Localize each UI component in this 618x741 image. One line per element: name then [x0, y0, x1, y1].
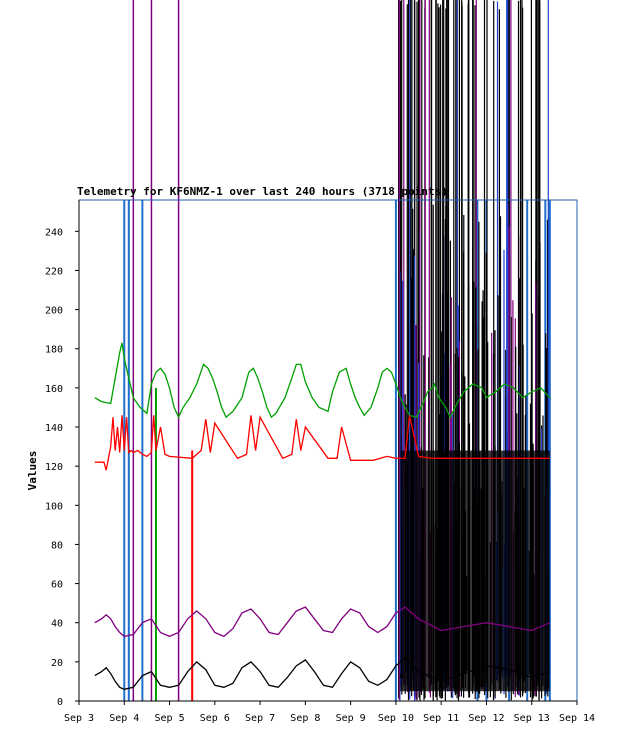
noise-fill [400, 450, 550, 692]
y-tick-label: 120 [45, 462, 63, 473]
chart-title: Telemetry for KF6NMZ-1 over last 240 hou… [77, 185, 448, 198]
x-tick-label: Sep 10 [378, 713, 414, 724]
x-tick-label: Sep 12 [468, 713, 504, 724]
series-line [94, 342, 551, 419]
x-tick-label: Sep 6 [200, 713, 230, 724]
y-tick-label: 100 [45, 501, 63, 512]
y-tick-label: 0 [57, 697, 63, 708]
y-tick-label: 220 [45, 266, 63, 277]
series-line [94, 657, 551, 690]
spike-layer [123, 0, 551, 701]
y-axis-label: Values [26, 451, 39, 491]
x-tick-label: Sep 5 [154, 713, 184, 724]
x-tick-label: Sep 4 [109, 713, 139, 724]
x-tick-label: Sep 7 [245, 713, 275, 724]
series-line [94, 415, 550, 471]
x-tick-label: Sep 11 [423, 713, 459, 724]
y-tick-label: 140 [45, 423, 63, 434]
y-tick-label: 180 [45, 345, 63, 356]
y-ticks: 0 20 40 60 80 100 120 140 160 180 200 220 240 [45, 227, 79, 708]
x-ticks: Sep 3 Sep 4 Sep 5 Sep 6 Sep 7 Sep 8 Sep 9 Sep 1… [64, 701, 595, 724]
y-tick-label: 20 [51, 658, 63, 669]
y-tick-label: 80 [51, 540, 63, 551]
x-tick-label: Sep 14 [559, 713, 595, 724]
series-layer [94, 342, 551, 690]
y-tick-label: 160 [45, 384, 63, 395]
x-tick-label: Sep 8 [290, 713, 320, 724]
y-tick-label: 200 [45, 306, 63, 317]
y-tick-label: 240 [45, 227, 63, 238]
x-tick-label: Sep 9 [336, 713, 366, 724]
x-tick-label: Sep 3 [64, 713, 94, 724]
x-tick-label: Sep 13 [514, 713, 550, 724]
series-line [94, 606, 551, 638]
y-tick-label: 60 [51, 580, 63, 591]
y-tick-label: 40 [51, 619, 63, 630]
